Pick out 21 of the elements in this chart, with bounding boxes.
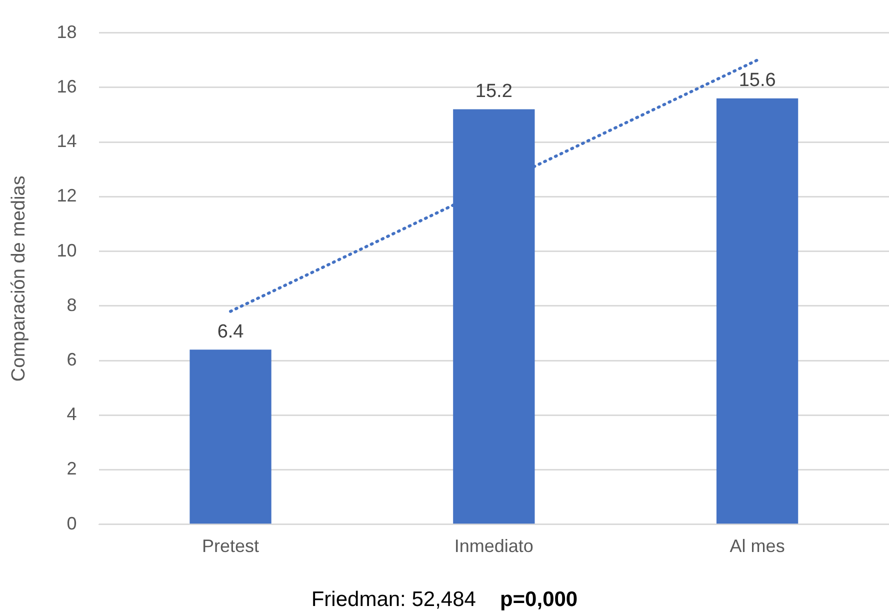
y-tick-label: 12 xyxy=(56,186,77,206)
data-label: 15.2 xyxy=(475,81,512,102)
data-label: 6.4 xyxy=(217,321,244,342)
x-tick-label: Inmediato xyxy=(454,536,534,556)
y-tick-label: 14 xyxy=(56,131,77,152)
y-tick-label: 18 xyxy=(56,22,77,42)
y-tick-label: 10 xyxy=(56,240,77,260)
y-tick-label: 0 xyxy=(66,513,77,534)
x-tick-label: Pretest xyxy=(202,536,260,556)
text: p=0,000 xyxy=(500,588,578,611)
y-tick-label: 4 xyxy=(66,404,77,424)
bar xyxy=(716,98,798,524)
x-tick-label: Al mes xyxy=(730,536,785,556)
y-tick-label: 8 xyxy=(66,294,77,315)
data-label: 15.6 xyxy=(738,70,776,92)
y-axis-title: Comparación de medias xyxy=(8,176,30,382)
text: Friedman: 52,484 xyxy=(311,588,476,611)
y-tick-label: 2 xyxy=(66,458,77,479)
y-tick-label: 6 xyxy=(66,350,77,370)
bar xyxy=(190,350,272,524)
y-tick-label: 16 xyxy=(56,76,77,96)
